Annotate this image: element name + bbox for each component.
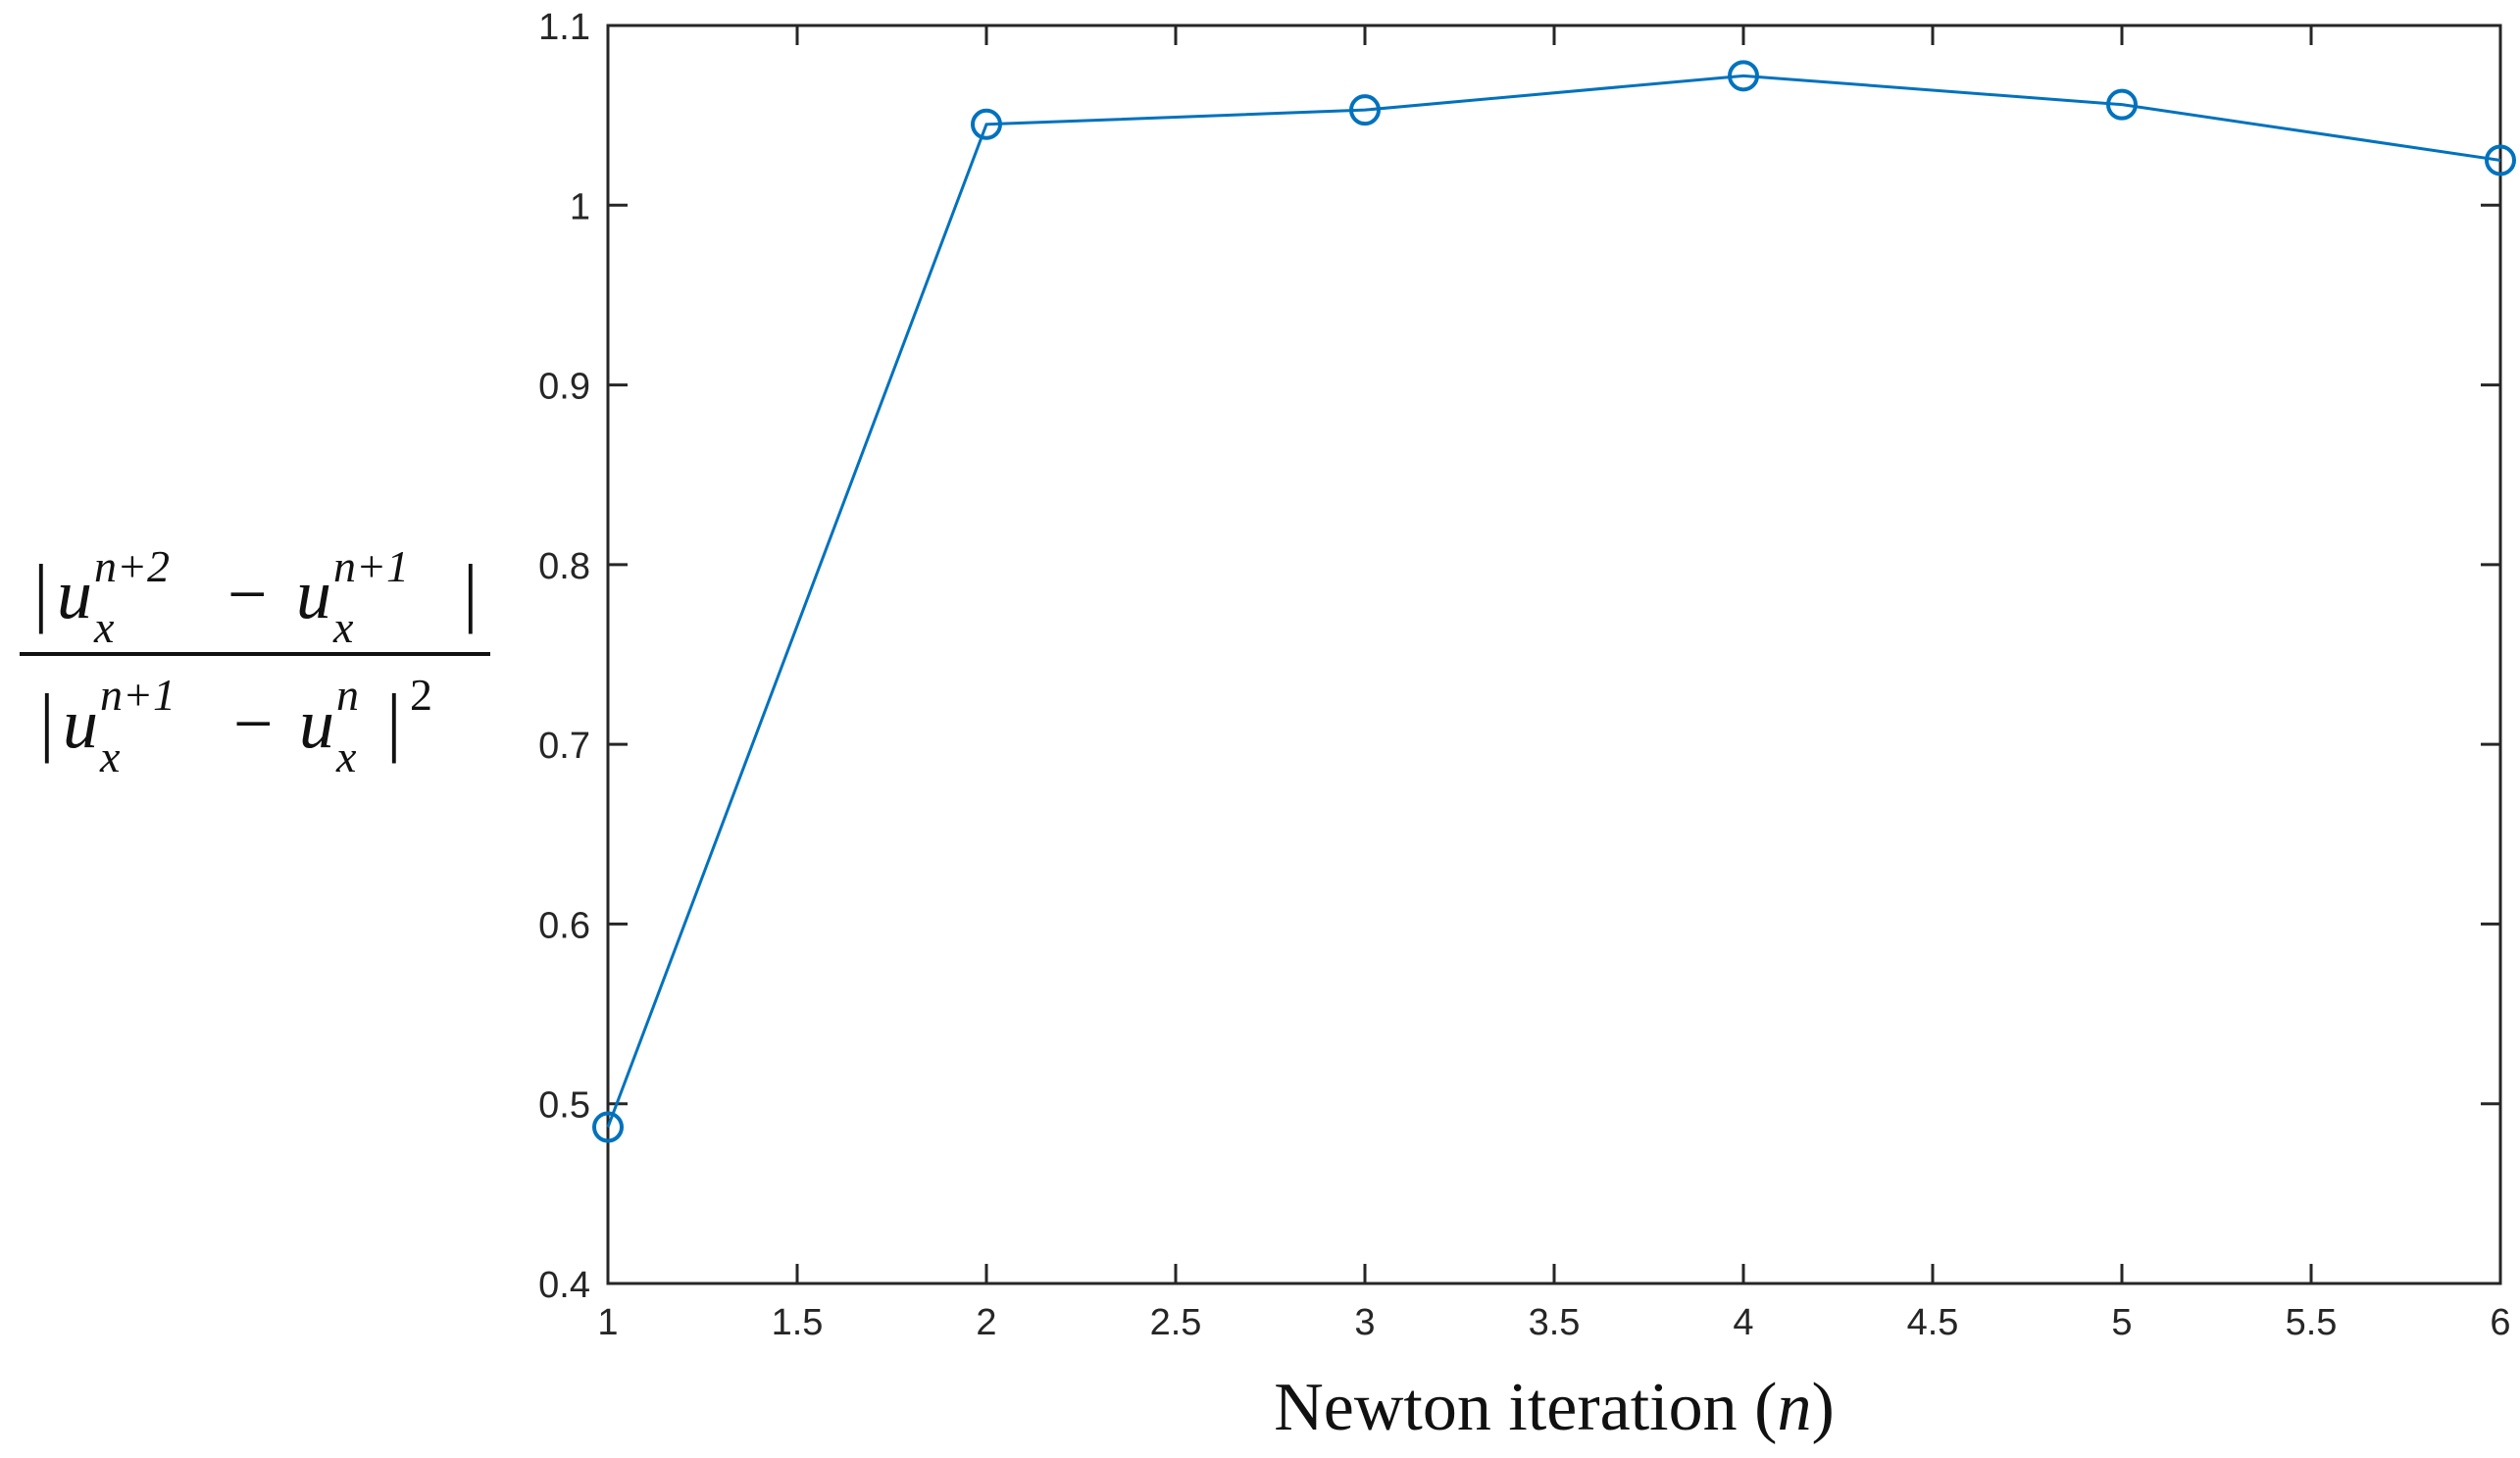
plot-area: [606, 24, 2502, 1285]
data-point: [2106, 88, 2138, 121]
y-tick-label: 1: [570, 186, 590, 227]
svg-text:u: u: [296, 555, 331, 633]
y-tick-label: 0.9: [538, 367, 590, 408]
y-tick-label: 0.4: [538, 1265, 590, 1306]
x-axis: 1 1.5 2 2.5 3 3.5 4 4.5 5 5.5 6: [597, 25, 2511, 1343]
svg-text:n+1: n+1: [100, 670, 176, 720]
x-tick-label: 2.5: [1150, 1302, 1202, 1343]
y-tick-label: 0.7: [538, 726, 590, 767]
data-point: [592, 1111, 624, 1143]
x-tick-label: 1: [597, 1302, 618, 1343]
x-tick-label: 3: [1354, 1302, 1375, 1343]
x-tick-label: 1.5: [772, 1302, 824, 1343]
data-point: [971, 108, 1002, 140]
svg-text:−: −: [233, 684, 274, 763]
y-axis: 0.4 0.5 0.6 0.7 0.8 0.9 1 1.1: [538, 7, 2500, 1306]
y-tick-label: 0.5: [538, 1085, 590, 1127]
x-tick-label: 2: [976, 1302, 996, 1343]
svg-text:u: u: [299, 684, 334, 763]
svg-text:x: x: [99, 731, 121, 781]
svg-text:x: x: [335, 731, 357, 781]
data-series: [592, 60, 2516, 1143]
series-line: [606, 74, 2501, 1129]
data-point: [1349, 94, 1381, 126]
axes-box: [606, 24, 2502, 1285]
data-point: [1728, 60, 1759, 92]
svg-text:x: x: [93, 602, 115, 652]
x-axis-label: Newton iteration (n): [1274, 1370, 1835, 1445]
svg-text:u: u: [63, 684, 98, 763]
svg-text:−: −: [227, 555, 268, 633]
x-tick-label: 3.5: [1529, 1302, 1581, 1343]
svg-text:|: |: [386, 679, 402, 764]
x-tick-label: 4.5: [1907, 1302, 1959, 1343]
x-tick-label: 4: [1733, 1302, 1753, 1343]
svg-text:u: u: [57, 555, 92, 633]
y-tick-label: 0.8: [538, 546, 590, 587]
svg-text:n+2: n+2: [94, 541, 170, 591]
svg-text:|: |: [33, 549, 49, 634]
x-tick-label: 5.5: [2286, 1302, 2338, 1343]
svg-text:n: n: [336, 670, 359, 720]
y-tick-label: 0.6: [538, 905, 590, 946]
svg-text:|: |: [463, 549, 479, 634]
data-point: [2485, 144, 2516, 176]
y-label-numerator: | u n+2 x − u n+1 x |: [33, 541, 479, 652]
svg-text:|: |: [39, 679, 55, 764]
x-tick-label: 5: [2111, 1302, 2132, 1343]
svg-text:x: x: [332, 602, 354, 652]
svg-text:n+1: n+1: [333, 541, 409, 591]
y-tick-label: 1.1: [538, 7, 590, 48]
svg-text:2: 2: [410, 670, 432, 720]
x-tick-label: 6: [2490, 1302, 2510, 1343]
y-axis-label: | u n+2 x − u n+1 x | | u n+1 x − u n x …: [20, 541, 490, 781]
y-label-denominator: | u n+1 x − u n x | 2: [39, 670, 432, 781]
